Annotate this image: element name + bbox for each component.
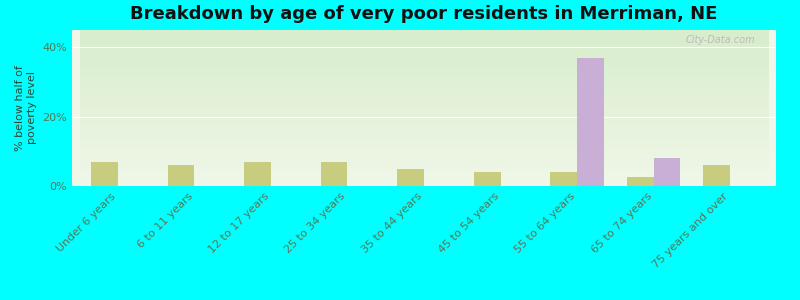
Bar	[321, 162, 347, 186]
Bar	[244, 162, 271, 186]
Text: City-Data.com: City-Data.com	[686, 35, 755, 45]
Bar	[168, 165, 194, 186]
Bar	[626, 177, 654, 186]
Title: Breakdown by age of very poor residents in Merriman, NE: Breakdown by age of very poor residents …	[130, 5, 718, 23]
Bar	[703, 165, 730, 186]
Bar	[577, 58, 604, 186]
Bar	[398, 169, 424, 186]
Y-axis label: % below half of
poverty level: % below half of poverty level	[15, 65, 37, 151]
Bar	[550, 172, 577, 186]
Bar	[474, 172, 501, 186]
Bar	[91, 162, 118, 186]
Bar	[654, 158, 680, 186]
